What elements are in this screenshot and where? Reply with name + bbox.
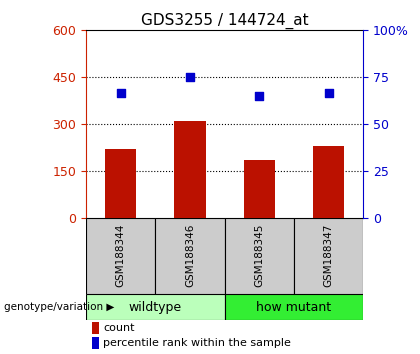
Bar <box>174 121 206 218</box>
Text: GSM188345: GSM188345 <box>255 224 264 287</box>
FancyBboxPatch shape <box>155 218 225 294</box>
Bar <box>105 149 136 218</box>
FancyBboxPatch shape <box>86 218 155 294</box>
Bar <box>313 146 344 218</box>
Point <box>326 90 332 96</box>
Text: count: count <box>103 323 135 333</box>
FancyBboxPatch shape <box>294 218 363 294</box>
Bar <box>244 160 275 218</box>
Text: GSM188347: GSM188347 <box>324 224 333 287</box>
FancyBboxPatch shape <box>225 294 363 320</box>
Text: GSM188344: GSM188344 <box>116 224 126 287</box>
Bar <box>92 337 100 349</box>
Title: GDS3255 / 144724_at: GDS3255 / 144724_at <box>141 12 309 29</box>
Point <box>118 90 124 96</box>
FancyBboxPatch shape <box>86 294 225 320</box>
Text: how mutant: how mutant <box>257 301 331 314</box>
Point <box>256 93 263 99</box>
Text: wildtype: wildtype <box>129 301 182 314</box>
FancyBboxPatch shape <box>225 218 294 294</box>
Text: percentile rank within the sample: percentile rank within the sample <box>103 338 291 348</box>
Text: genotype/variation ▶: genotype/variation ▶ <box>4 302 115 312</box>
Bar <box>92 322 100 334</box>
Text: GSM188346: GSM188346 <box>185 224 195 287</box>
Point <box>187 74 194 80</box>
